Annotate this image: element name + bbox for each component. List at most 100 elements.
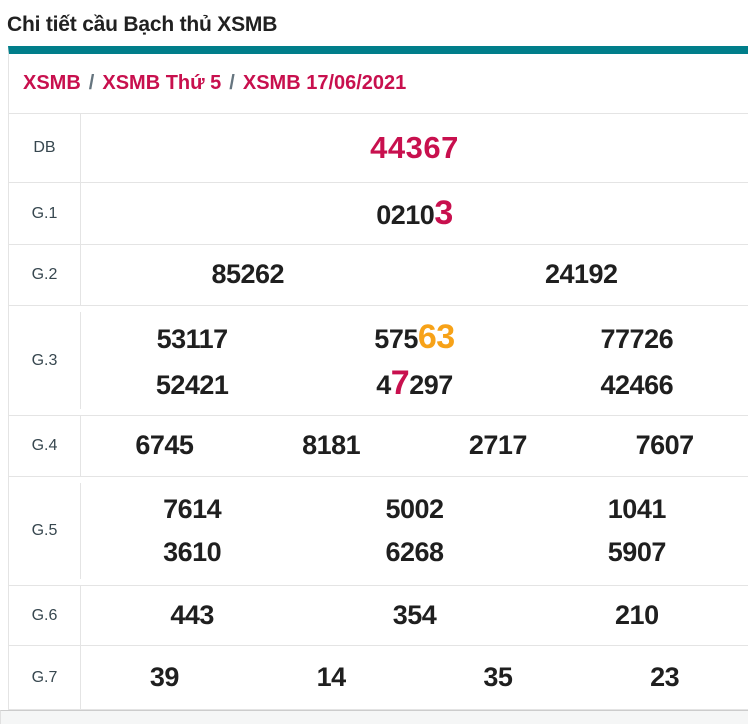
digit-segment: 6268	[385, 536, 444, 567]
prize-value: 42466	[526, 370, 748, 401]
breadcrumb-separator: /	[229, 72, 235, 94]
prize-value: 44367	[81, 130, 748, 166]
prize-value: 02103	[81, 194, 748, 233]
prize-line: 53117 57563 77726	[81, 318, 748, 357]
prize-line: 6745 8181 2717 7607	[81, 430, 748, 461]
prize-value: 24192	[415, 259, 748, 290]
prize-row-g5: G.5 7614 5002 1041 3610 6268 5907	[9, 477, 748, 586]
prize-value: 77726	[526, 324, 748, 355]
digit-segment: 42466	[600, 369, 674, 400]
digit-segment: 8181	[302, 430, 361, 461]
prize-row-label: G.4	[9, 416, 81, 476]
digit-segment: 4	[376, 369, 391, 400]
prize-row-values: 443 354 210	[81, 586, 748, 645]
prize-row-db: DB 44367	[9, 114, 748, 183]
prize-value: 57563	[303, 318, 525, 357]
prize-value: 7614	[81, 494, 303, 525]
digit-segment: 77726	[600, 324, 674, 355]
digit-segment: 2717	[468, 430, 528, 461]
digit-segment: 14	[316, 661, 347, 692]
digit-segment: 24192	[544, 259, 618, 290]
prize-value: 1041	[526, 494, 748, 525]
digit-segment: 1041	[607, 494, 667, 525]
prize-row-values: 7614 5002 1041 3610 6268 5907	[81, 483, 748, 579]
prize-row-g2: G.2 85262 24192	[9, 245, 748, 306]
prize-row-values: 02103	[81, 183, 748, 244]
prize-value: 47297	[303, 364, 525, 403]
highlighted-digit: 63	[417, 318, 455, 357]
highlighted-digit: 3	[434, 193, 453, 232]
prize-value: 52421	[81, 370, 303, 401]
results-table-body: DB 44367 G.1 02103 G.2 85262 24192 G.3 53117 5756…	[9, 113, 748, 710]
prize-row-label: G.5	[9, 483, 81, 579]
prize-row-g3: G.3 53117 57563 77726 52421 47297 42466	[9, 306, 748, 416]
digit-segment: 354	[392, 599, 437, 630]
prize-value: 35	[415, 662, 582, 693]
digit-segment: 53117	[156, 324, 229, 355]
page-title: Chi tiết cầu Bạch thủ XSMB	[7, 13, 278, 36]
digit-segment: 575	[374, 324, 418, 355]
prize-value: 3610	[81, 537, 303, 568]
breadcrumb-link[interactable]: XSMB 17/06/2021	[242, 72, 407, 94]
digit-segment: 6745	[135, 430, 194, 461]
digit-segment: 7607	[635, 430, 695, 461]
digit-segment: 5002	[385, 494, 444, 525]
prize-row-label: DB	[9, 114, 81, 182]
prize-value: 7607	[581, 430, 748, 461]
prize-row-values: 44367	[81, 114, 748, 182]
prize-value: 23	[581, 662, 748, 693]
prize-row-values: 85262 24192	[81, 245, 748, 305]
prize-row-g4: G.4 6745 8181 2717 7607	[9, 416, 748, 477]
prize-value: 6268	[303, 537, 525, 568]
breadcrumb: XSMB / XSMB Thứ 5 / XSMB 17/06/2021	[9, 54, 748, 113]
breadcrumb-link[interactable]: XSMB Thứ 5	[102, 72, 222, 94]
prize-line: 02103	[81, 194, 748, 233]
prize-value: 210	[526, 600, 748, 631]
prize-row-label: G.7	[9, 646, 81, 709]
results-card: XSMB / XSMB Thứ 5 / XSMB 17/06/2021 DB 44367 G…	[8, 46, 748, 710]
highlighted-digit: 7	[390, 363, 410, 402]
digit-segment: 39	[149, 661, 180, 692]
next-section-strip	[0, 710, 748, 724]
digit-segment: 7614	[163, 494, 222, 525]
prize-value: 354	[303, 600, 525, 631]
digit-segment: 5907	[607, 536, 667, 567]
prize-value: 6745	[81, 430, 248, 461]
prize-line: 3610 6268 5907	[81, 537, 748, 568]
prize-row-label: G.1	[9, 183, 81, 244]
digit-segment: 443	[170, 599, 214, 630]
digit-segment: 85262	[211, 259, 285, 290]
prize-line: 7614 5002 1041	[81, 494, 748, 525]
prize-line: 44367	[81, 130, 748, 166]
prize-row-label: G.3	[9, 312, 81, 409]
breadcrumb-separator: /	[88, 72, 95, 94]
digit-segment: 297	[409, 369, 453, 400]
prize-line: 85262 24192	[81, 259, 748, 290]
digit-segment: 210	[615, 599, 659, 630]
digit-segment: 52421	[155, 369, 229, 400]
breadcrumb-link[interactable]: XSMB	[23, 72, 81, 94]
prize-row-values: 53117 57563 77726 52421 47297 42466	[81, 312, 748, 409]
prize-value: 5002	[303, 494, 525, 525]
prize-row-g7: G.7 39 14 35 23	[9, 646, 748, 710]
prize-row-label: G.6	[9, 586, 81, 645]
digit-segment: 44367	[370, 130, 459, 166]
prize-value: 85262	[81, 259, 415, 290]
prize-value: 2717	[415, 430, 582, 461]
prize-line: 52421 47297 42466	[81, 364, 748, 403]
prize-value: 5907	[526, 537, 748, 568]
digit-segment: 0210	[376, 199, 435, 230]
prize-row-values: 6745 8181 2717 7607	[81, 416, 748, 476]
prize-line: 39 14 35 23	[81, 662, 748, 693]
prize-value: 443	[81, 600, 303, 631]
digit-segment: 35	[483, 661, 513, 692]
prize-row-g1: G.1 02103	[9, 183, 748, 245]
prize-row-values: 39 14 35 23	[81, 646, 748, 709]
digit-segment: 3610	[163, 536, 222, 567]
prize-row-g6: G.6 443 354 210	[9, 586, 748, 646]
prize-value: 39	[81, 662, 248, 693]
digit-segment: 23	[650, 661, 680, 692]
prize-value: 8181	[248, 430, 415, 461]
prize-value: 53117	[81, 324, 303, 355]
prize-line: 443 354 210	[81, 600, 748, 631]
